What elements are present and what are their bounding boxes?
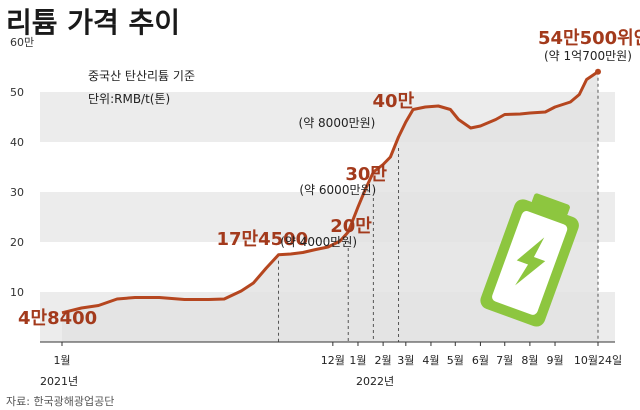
annotation-sub: (약 4000만원) [280,234,357,249]
price-area [62,71,598,343]
annotation-sub: (약 1억700만원) [544,48,632,63]
x-tick-label: 3월 [397,354,414,367]
x-axis: 1월 12월 1월 2월 3월 4월 5월 6월 7월 8월 9월 10월24일 [40,341,622,367]
unit-note: 중국산 탄산리튬 기준 단위:RMB/t(톤) [88,69,195,106]
x-tick-label: 1월 [349,354,366,367]
annotations: 4만8400 17만4500 20만(약 4000만원) 30만(약 6000만원) 4… [18,28,640,329]
year-label-2021: 2021년 [40,375,78,388]
y-tick-label: 50 [10,86,24,99]
battery-terminal [531,193,570,216]
page-title: 리튬 가격 추이 [6,6,180,39]
battery-icon [480,193,579,327]
annotation-value: 54만500위안 [538,28,640,49]
x-tick-label: 7월 [496,354,513,367]
annotation-value: 4만8400 [18,308,97,329]
annotation-sub: (약 6000만원) [299,182,376,197]
x-tick-label: 10월24일 [574,353,622,367]
x-tick-label: 12월 [321,354,345,367]
y-tick-label: 10 [10,286,24,299]
annotation-value: 20만 [330,216,372,237]
annotation-sub: (약 8000만원) [299,115,376,130]
x-tick-label: 9월 [546,354,563,367]
y-axis: 10 20 30 40 50 60만 [10,36,34,299]
x-tick-label: 5월 [447,354,464,367]
year-label-2022: 2022년 [356,375,394,388]
y-tick-label: 30 [10,186,24,199]
y-tick-label: 60만 [10,36,34,49]
source-label: 자료: 한국광해광업공단 [6,394,114,408]
end-point [595,68,601,75]
annotation-value: 40만 [373,91,415,112]
price-line [61,70,599,315]
x-tick-label: 6월 [472,354,489,367]
x-tick-label: 8월 [521,354,538,367]
x-tick-label: 4월 [422,354,439,367]
note-basis: 중국산 탄산리튬 기준 [88,69,195,83]
y-tick-label: 20 [10,236,24,249]
guide-lines [278,77,599,342]
x-tick-label: 1월 [53,354,70,367]
note-unit: 단위:RMB/t(톤) [88,92,170,106]
annotation-value: 30만 [345,164,387,185]
y-tick-label: 40 [10,136,24,149]
lightning-icon [515,237,546,286]
annotation-value: 17만4500 [217,229,309,250]
x-tick-label: 2월 [375,354,392,367]
